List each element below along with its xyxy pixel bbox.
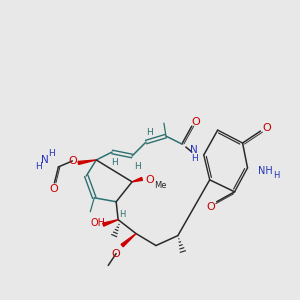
Text: H: H bbox=[146, 128, 152, 136]
Text: H: H bbox=[35, 162, 42, 171]
Text: N: N bbox=[190, 145, 198, 155]
Polygon shape bbox=[78, 160, 96, 164]
Polygon shape bbox=[103, 220, 118, 226]
Text: H: H bbox=[273, 171, 280, 180]
Text: NH: NH bbox=[258, 166, 273, 176]
Text: H: H bbox=[119, 210, 125, 219]
Text: Me: Me bbox=[154, 181, 166, 190]
Text: H: H bbox=[48, 149, 55, 158]
Text: N: N bbox=[40, 155, 48, 165]
Polygon shape bbox=[132, 177, 142, 182]
Text: H: H bbox=[111, 158, 118, 167]
Text: O: O bbox=[262, 123, 271, 133]
Text: OH: OH bbox=[91, 218, 106, 228]
Text: O: O bbox=[191, 117, 200, 127]
Text: H: H bbox=[191, 154, 198, 164]
Text: O: O bbox=[146, 175, 154, 185]
Text: O: O bbox=[68, 156, 77, 166]
Text: H: H bbox=[134, 162, 140, 171]
Text: O: O bbox=[49, 184, 58, 194]
Text: O: O bbox=[206, 202, 215, 212]
Polygon shape bbox=[121, 234, 136, 247]
Text: O: O bbox=[112, 248, 121, 259]
